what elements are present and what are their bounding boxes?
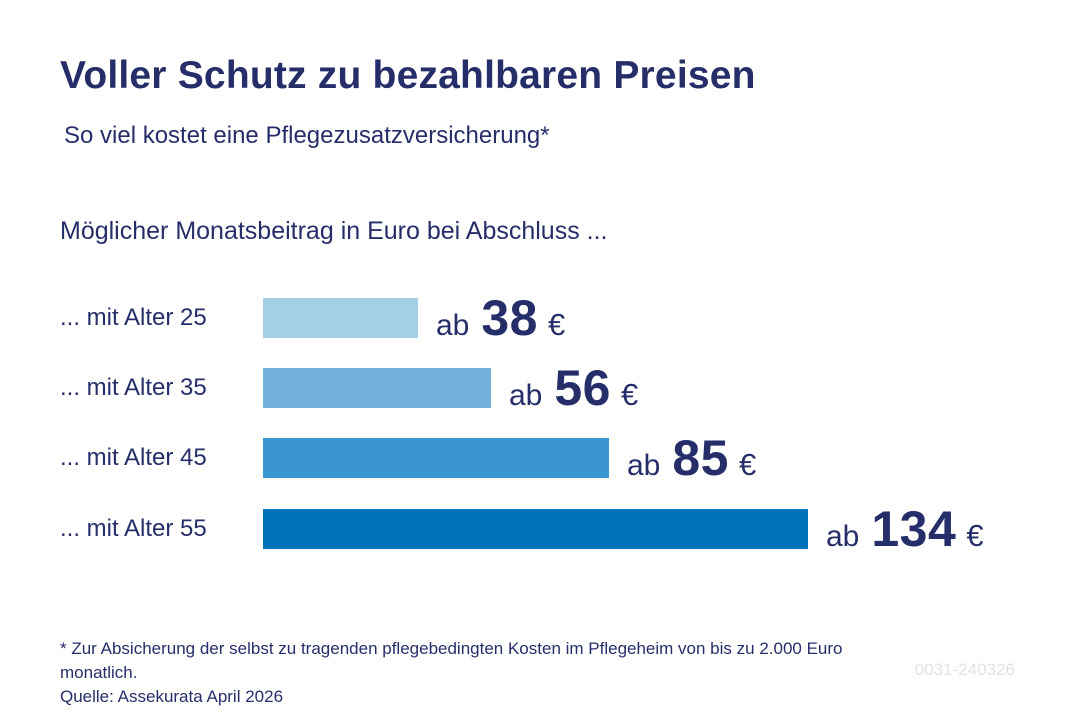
bar-row-age-55: ... mit Alter 55 ab 134 € xyxy=(60,501,1020,557)
value-prefix: ab xyxy=(826,520,860,553)
bar-age-35 xyxy=(263,368,491,408)
euro-sign: € xyxy=(548,307,566,342)
bar-row-age-45: ... mit Alter 45 ab 85 € xyxy=(60,430,1020,486)
value-label: ab 38 € xyxy=(436,289,565,347)
document-code: 0031-240326 xyxy=(914,660,1015,679)
value-prefix: ab xyxy=(509,379,543,412)
value-number: 38 xyxy=(481,290,538,346)
category-label: ... mit Alter 25 xyxy=(60,304,207,331)
euro-sign: € xyxy=(739,447,757,482)
page-title: Voller Schutz zu bezahlbaren Preisen xyxy=(60,54,756,97)
value-label: ab 85 € xyxy=(627,429,756,487)
value-number: 56 xyxy=(554,360,611,416)
bar-row-age-25: ... mit Alter 25 ab 38 € xyxy=(60,290,1020,346)
footnote-text: * Zur Absicherung der selbst zu tragende… xyxy=(60,639,843,682)
value-number: 134 xyxy=(871,501,957,557)
bar-age-25 xyxy=(263,298,418,338)
chart-title: Möglicher Monatsbeitrag in Euro bei Absc… xyxy=(60,217,608,245)
bar-row-age-35: ... mit Alter 35 ab 56 € xyxy=(60,360,1020,416)
page-subtitle: So viel kostet eine Pflegezusatzversiche… xyxy=(64,122,550,149)
category-label: ... mit Alter 55 xyxy=(60,515,207,542)
bar-age-45 xyxy=(263,438,609,478)
bar-chart: ... mit Alter 25 ab 38 € ... mit Alter 3… xyxy=(60,290,1020,579)
value-prefix: ab xyxy=(627,449,661,482)
euro-sign: € xyxy=(966,518,984,553)
value-number: 85 xyxy=(672,430,729,486)
value-label: ab 134 € xyxy=(826,500,984,558)
value-label: ab 56 € xyxy=(509,359,638,417)
category-label: ... mit Alter 45 xyxy=(60,444,207,471)
source-text: Quelle: Assekurata April 2026 xyxy=(60,687,284,706)
bar-age-55 xyxy=(263,509,808,549)
footnote-block: * Zur Absicherung der selbst zu tragende… xyxy=(60,637,920,709)
euro-sign: € xyxy=(621,377,639,412)
value-prefix: ab xyxy=(436,309,470,342)
category-label: ... mit Alter 35 xyxy=(60,374,207,401)
